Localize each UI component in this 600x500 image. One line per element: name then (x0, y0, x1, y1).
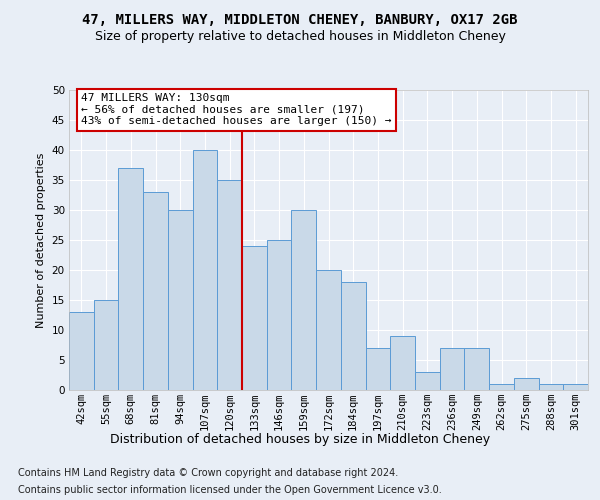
Bar (267, 240, 292, 390)
Bar (440, 348, 464, 390)
Y-axis label: Number of detached properties: Number of detached properties (36, 152, 46, 328)
Bar (217, 180, 242, 390)
Bar (292, 210, 316, 390)
Text: Contains HM Land Registry data © Crown copyright and database right 2024.: Contains HM Land Registry data © Crown c… (18, 468, 398, 477)
Bar (365, 348, 390, 390)
Text: Size of property relative to detached houses in Middleton Cheney: Size of property relative to detached ho… (95, 30, 505, 43)
Bar (69, 312, 94, 390)
Bar (118, 168, 143, 390)
Text: Distribution of detached houses by size in Middleton Cheney: Distribution of detached houses by size … (110, 432, 490, 446)
Bar (514, 378, 539, 390)
Bar (464, 348, 489, 390)
Bar (489, 384, 514, 390)
Bar (390, 336, 415, 390)
Text: 47 MILLERS WAY: 130sqm
← 56% of detached houses are smaller (197)
43% of semi-de: 47 MILLERS WAY: 130sqm ← 56% of detached… (82, 93, 392, 126)
Bar (242, 246, 267, 390)
Bar (539, 384, 563, 390)
Bar (316, 270, 341, 390)
Bar (415, 372, 440, 390)
Bar (94, 300, 118, 390)
Bar (341, 282, 365, 390)
Bar (143, 192, 168, 390)
Text: Contains public sector information licensed under the Open Government Licence v3: Contains public sector information licen… (18, 485, 442, 495)
Text: 47, MILLERS WAY, MIDDLETON CHENEY, BANBURY, OX17 2GB: 47, MILLERS WAY, MIDDLETON CHENEY, BANBU… (82, 12, 518, 26)
Bar (563, 384, 588, 390)
Bar (193, 150, 217, 390)
Bar (168, 210, 193, 390)
